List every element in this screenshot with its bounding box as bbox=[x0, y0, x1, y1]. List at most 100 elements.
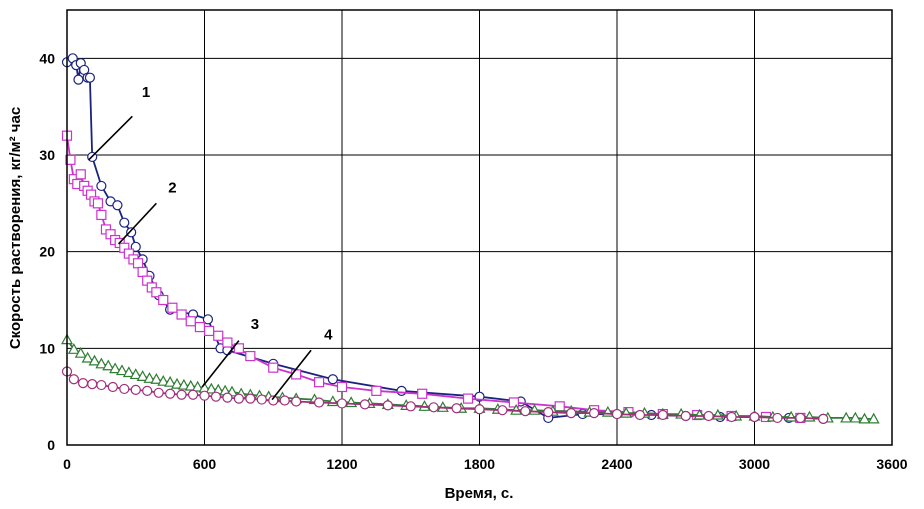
series-3-point bbox=[122, 366, 135, 378]
callout-layer: 1 2 3 4 bbox=[88, 84, 333, 401]
series-4-point bbox=[165, 388, 176, 399]
series-4-point bbox=[210, 391, 222, 402]
series-4-point bbox=[313, 397, 325, 408]
series-3-point bbox=[88, 354, 101, 366]
callout-label: 3 bbox=[251, 316, 259, 333]
x-tick-label: 600 bbox=[193, 456, 217, 472]
series-3-point bbox=[136, 370, 149, 381]
series-2-point bbox=[417, 388, 428, 399]
series-4-point bbox=[142, 385, 153, 396]
series-3-point bbox=[109, 362, 122, 374]
series-1-point bbox=[327, 374, 338, 385]
series-3-point bbox=[95, 357, 108, 369]
callout-leader-line bbox=[271, 349, 312, 401]
series-4-point bbox=[772, 412, 783, 424]
series-4-point bbox=[130, 384, 141, 395]
series-4-point bbox=[222, 392, 233, 403]
x-tick-label: 1200 bbox=[326, 456, 357, 472]
series-4-point bbox=[611, 408, 623, 420]
plot-border bbox=[66, 9, 893, 446]
series-4-point bbox=[405, 401, 416, 412]
series-3-point bbox=[67, 343, 80, 354]
series-2-point bbox=[508, 397, 519, 408]
x-axis-ticks: 0 600 1200 1800 2400 3000 3600 bbox=[63, 456, 908, 472]
y-axis-label: Скорость растворения, кг/м² час bbox=[7, 107, 24, 349]
series-2-point bbox=[245, 350, 256, 362]
series-4-point bbox=[543, 407, 554, 418]
series-4-point bbox=[818, 413, 829, 424]
series-2-point bbox=[158, 294, 169, 306]
series-1-point bbox=[126, 227, 137, 238]
series-2-point bbox=[213, 330, 224, 341]
x-tick-label: 1800 bbox=[464, 456, 495, 472]
series-4-point bbox=[77, 378, 89, 389]
series-2-point bbox=[176, 309, 187, 320]
series-2-point bbox=[462, 393, 474, 404]
series-4-point bbox=[336, 398, 348, 409]
series-3-point bbox=[867, 412, 880, 424]
x-tick-label: 0 bbox=[63, 456, 71, 472]
callout-leader-line bbox=[88, 115, 133, 161]
series-4-point bbox=[428, 402, 439, 413]
series-4-point bbox=[749, 411, 760, 423]
series-3-point bbox=[81, 351, 94, 363]
series-3-point bbox=[184, 379, 197, 391]
series-4-point bbox=[680, 410, 691, 422]
series-3-point bbox=[858, 412, 871, 424]
x-axis-label: Время, с. bbox=[445, 485, 514, 502]
series-2-point bbox=[65, 154, 76, 165]
series-4-point bbox=[382, 400, 393, 411]
series-4-point bbox=[634, 409, 646, 421]
series-3-point bbox=[177, 378, 190, 390]
y-tick-label: 20 bbox=[39, 244, 55, 260]
series-1-point bbox=[119, 217, 130, 228]
y-axis-ticks: 0 10 20 30 40 bbox=[39, 50, 55, 453]
series-2-point bbox=[75, 169, 86, 180]
series-3-point bbox=[129, 368, 142, 380]
series-4-point bbox=[497, 405, 508, 416]
series-4-point bbox=[68, 374, 79, 385]
series-4-point bbox=[451, 403, 462, 414]
series-1-point bbox=[202, 314, 214, 325]
callout-label: 2 bbox=[168, 180, 176, 197]
series-4-point bbox=[87, 379, 98, 390]
series-4-point bbox=[199, 390, 210, 401]
series-3-point bbox=[164, 375, 177, 387]
series-4-point bbox=[657, 409, 668, 421]
series-3-point bbox=[74, 346, 87, 358]
series-4-point bbox=[566, 408, 577, 419]
callout-leader-line bbox=[117, 202, 157, 245]
series-3-point bbox=[115, 364, 129, 376]
x-tick-label: 3000 bbox=[739, 456, 770, 472]
y-tick-label: 30 bbox=[39, 147, 55, 163]
series-2-point bbox=[203, 325, 215, 337]
series-3-point bbox=[205, 382, 218, 394]
series-4-point bbox=[588, 408, 600, 419]
callout-label: 1 bbox=[142, 84, 150, 101]
series-2-point bbox=[137, 266, 148, 278]
callout-2: 2 bbox=[117, 180, 177, 245]
series-4-point bbox=[268, 395, 279, 406]
series-1-point bbox=[96, 180, 107, 192]
series-4-point bbox=[176, 389, 187, 400]
series-4-point bbox=[256, 394, 267, 405]
series-1-point bbox=[396, 385, 407, 396]
grid-lines bbox=[67, 10, 892, 445]
series-4-point bbox=[291, 396, 302, 407]
series-2-point bbox=[268, 362, 279, 373]
series-4-point bbox=[153, 387, 164, 398]
series-3-point bbox=[191, 380, 204, 392]
series-3-point bbox=[849, 411, 862, 423]
series-4-point bbox=[359, 399, 371, 410]
series-2-point bbox=[233, 343, 244, 354]
series-1-point bbox=[112, 200, 123, 211]
series-4-point bbox=[279, 395, 290, 406]
series-4-point bbox=[119, 383, 130, 395]
callout-1: 1 bbox=[88, 84, 150, 161]
x-tick-label: 2400 bbox=[601, 456, 632, 472]
series-2-point bbox=[313, 377, 325, 388]
series-2-point bbox=[371, 385, 382, 396]
series-2-point bbox=[222, 337, 233, 348]
series-2-point bbox=[92, 198, 104, 209]
series-2-point bbox=[291, 369, 302, 380]
